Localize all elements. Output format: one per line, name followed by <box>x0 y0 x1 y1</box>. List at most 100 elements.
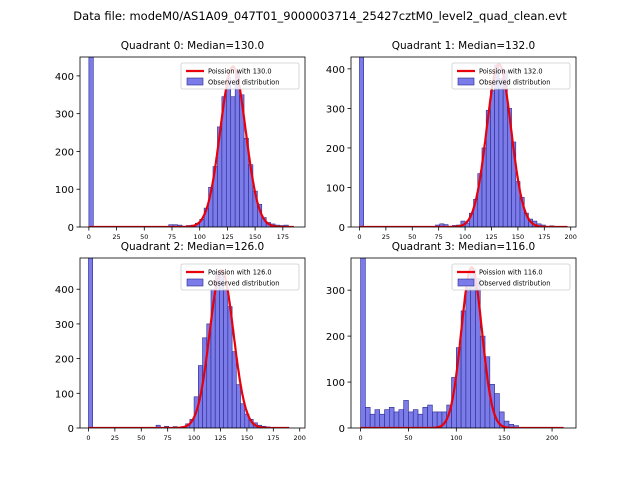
panel-title: Quadrant 3: Median=116.0 <box>392 241 535 253</box>
histogram-bar <box>365 407 371 428</box>
x-tick-label: 150 <box>241 434 253 442</box>
histogram-bar <box>230 96 236 227</box>
legend-bar-swatch <box>186 77 204 86</box>
x-tick-label: 175 <box>538 233 550 241</box>
x-tick-label: 125 <box>221 233 233 241</box>
histogram-bar <box>422 407 428 428</box>
axes-frame <box>350 56 577 228</box>
histogram-bar <box>403 400 409 428</box>
y-tick-label: 300 <box>55 110 74 121</box>
x-tick-label: 125 <box>485 233 497 241</box>
histogram-bar <box>88 258 93 428</box>
histogram-bar <box>417 413 424 428</box>
y-tick-label: 300 <box>326 104 345 115</box>
histogram-bar <box>360 258 366 428</box>
x-tick-label: 175 <box>277 233 289 241</box>
y-tick-label: 200 <box>326 332 345 343</box>
figure-title: Data file: modeM0/AS1A09_047T01_90000037… <box>73 9 567 23</box>
legend-box <box>180 62 300 90</box>
histogram-bar <box>393 411 400 428</box>
histogram-bar <box>226 77 232 227</box>
histogram-bar <box>223 288 229 428</box>
x-tick-label: 200 <box>565 233 577 241</box>
histogram-bar <box>236 384 241 428</box>
poisson-curve <box>88 268 290 428</box>
y-tick-label: 0 <box>339 223 345 234</box>
x-tick-label: 75 <box>168 233 176 241</box>
x-tick-label: 0 <box>87 233 91 241</box>
histogram-bar <box>470 269 476 428</box>
y-tick-label: 300 <box>55 320 74 331</box>
x-tick-label: 0 <box>359 434 363 442</box>
x-tick-label: 50 <box>408 233 416 241</box>
legend: Poission with 116.0 Observed distribution <box>451 263 571 291</box>
x-tick-label: 50 <box>137 434 145 442</box>
legend: Poission with 130.0 Observed distribution <box>180 62 300 90</box>
histogram-bar <box>379 413 385 428</box>
y-tick-label: 100 <box>55 389 74 400</box>
x-tick-label: 50 <box>140 233 148 241</box>
x-tick-label: 175 <box>267 434 279 442</box>
x-tick-label: 25 <box>112 233 120 241</box>
histogram-bar <box>427 404 433 428</box>
panel-title: Quadrant 1: Median=132.0 <box>392 40 535 52</box>
legend-line-label: Poission with 116.0 <box>479 269 543 277</box>
poisson-curve <box>360 265 564 428</box>
x-tick-label: 150 <box>498 434 510 442</box>
legend-line-label: Poission with 130.0 <box>208 68 272 76</box>
histogram-bar <box>369 413 376 428</box>
legend-bar-swatch <box>186 278 204 287</box>
x-tick-label: 50 <box>404 434 412 442</box>
x-tick-label: 75 <box>164 434 172 442</box>
axes-frame <box>79 257 306 429</box>
histogram-bar <box>374 409 381 428</box>
histogram-bar <box>388 407 395 428</box>
poisson-curve <box>359 62 568 227</box>
histogram-bars <box>360 258 519 428</box>
histogram-bar <box>465 287 471 428</box>
histogram-bar <box>408 411 414 428</box>
poisson-curve <box>88 65 294 227</box>
quadrant-0-panel: Quadrant 0: Median=130.0 0 25 50 75 100 125 150… <box>55 40 306 241</box>
y-tick-label: 200 <box>55 147 74 158</box>
y-tick-label: 100 <box>326 183 345 194</box>
histogram-bar <box>240 403 246 428</box>
histogram-bar <box>490 90 495 227</box>
legend-box <box>451 263 571 291</box>
legend: Poission with 132.0 Observed distribution <box>451 62 571 90</box>
axes-frame <box>79 56 306 228</box>
x-tick-label: 100 <box>450 434 462 442</box>
y-tick-label: 400 <box>55 285 74 296</box>
legend-box <box>180 263 300 291</box>
x-tick-label: 0 <box>86 434 90 442</box>
histogram-bar <box>214 271 220 428</box>
y-tick-label: 0 <box>68 223 74 234</box>
y-tick-label: 0 <box>68 424 74 435</box>
x-tick-label: 150 <box>249 233 261 241</box>
quadrant-2-panel: Quadrant 2: Median=126.0 0 25 50 75 100 125 150… <box>55 241 306 442</box>
legend-bar-label: Observed distribution <box>479 79 550 87</box>
axes-frame <box>350 257 577 429</box>
legend-bar-swatch <box>457 77 475 86</box>
histogram-bar <box>88 57 94 227</box>
x-tick-label: 200 <box>294 434 306 442</box>
legend-bar-label: Observed distribution <box>208 280 279 288</box>
x-tick-label: 0 <box>357 233 361 241</box>
histogram-bars <box>359 57 555 227</box>
y-tick-label: 100 <box>55 185 74 196</box>
x-tick-label: 75 <box>435 233 443 241</box>
x-tick-label: 125 <box>214 434 226 442</box>
histogram-bar <box>384 409 390 428</box>
histogram-bar <box>398 409 404 428</box>
x-tick-label: 25 <box>111 434 119 442</box>
x-tick-label: 150 <box>512 233 524 241</box>
histogram-bar <box>359 57 364 227</box>
panel-title: Quadrant 2: Median=126.0 <box>121 241 264 253</box>
x-tick-label: 25 <box>382 233 390 241</box>
y-tick-label: 200 <box>55 355 74 366</box>
legend: Poission with 126.0 Observed distribution <box>180 263 300 291</box>
legend-box <box>451 62 571 90</box>
legend-line-label: Poission with 132.0 <box>479 68 543 76</box>
x-tick-label: 100 <box>188 434 200 442</box>
